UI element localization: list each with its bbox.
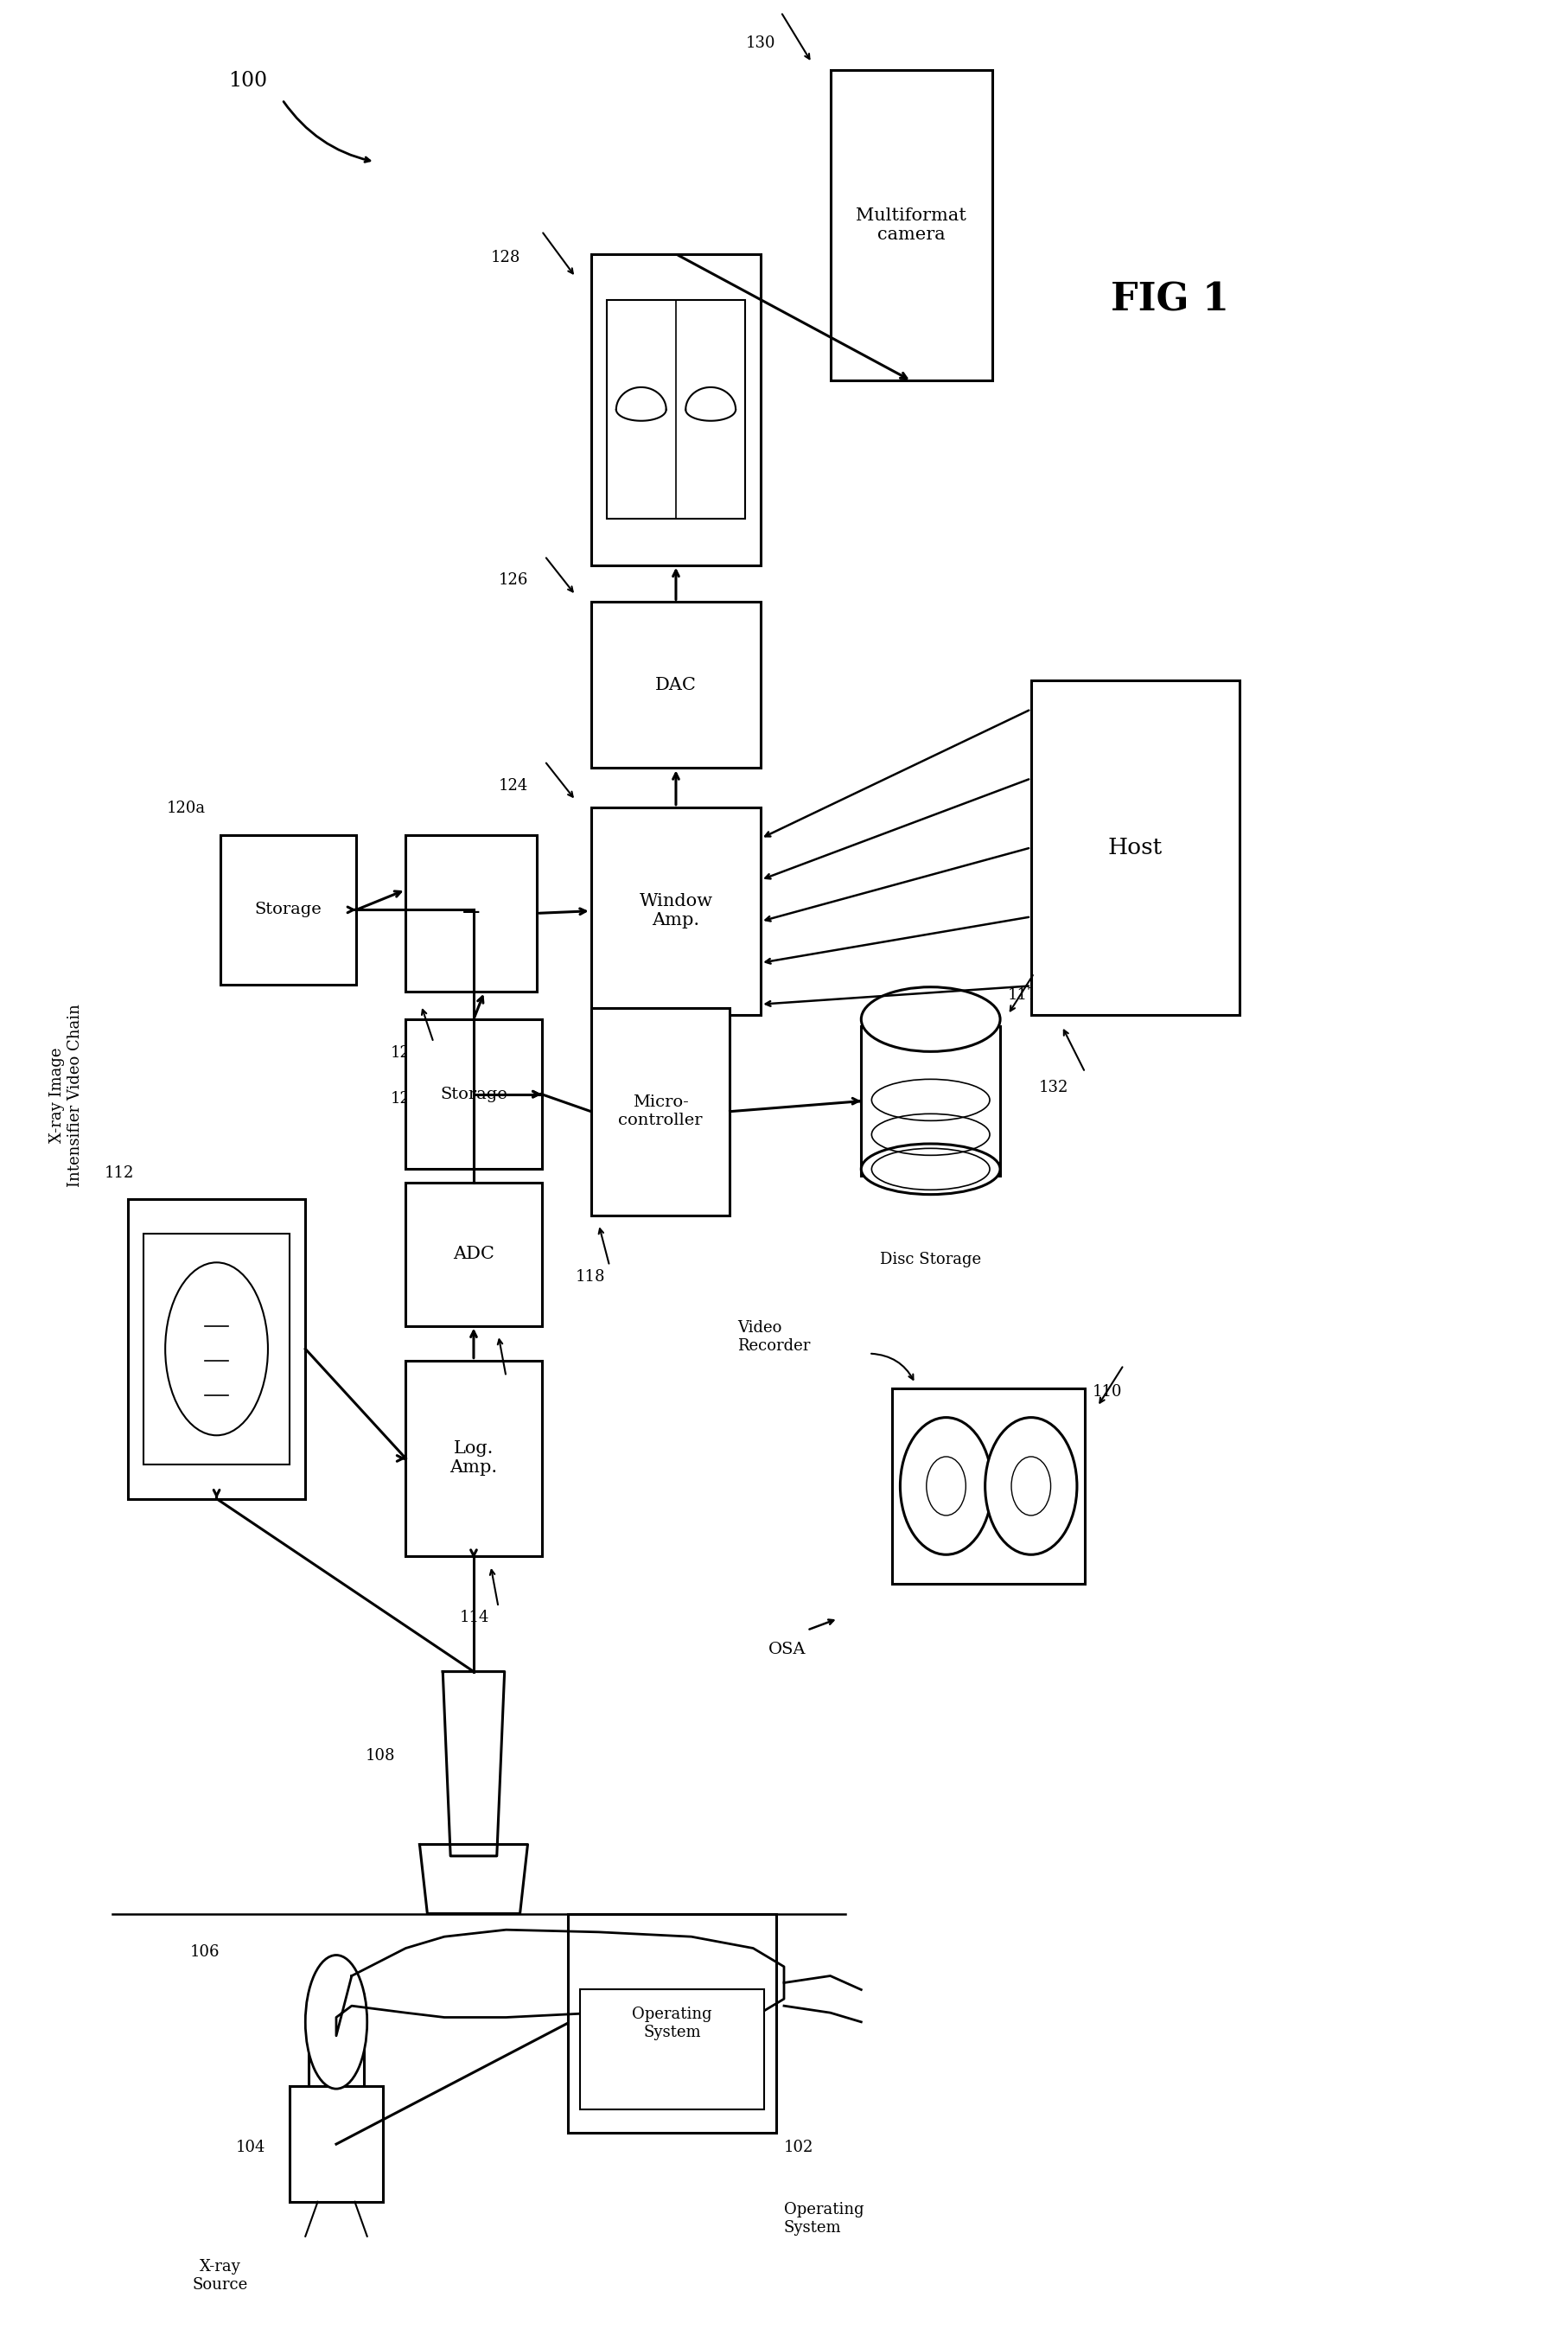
Text: Host: Host: [1109, 836, 1162, 859]
Text: 128: 128: [491, 249, 521, 266]
Bar: [406, 834, 536, 992]
Bar: [309, 1994, 364, 2087]
Bar: [580, 1989, 764, 2110]
Text: Disc Storage: Disc Storage: [880, 1253, 982, 1267]
Text: 122: 122: [390, 1046, 420, 1060]
Ellipse shape: [306, 1954, 367, 2089]
Text: Storage: Storage: [254, 901, 321, 918]
Text: 124: 124: [499, 778, 528, 794]
Text: −: −: [461, 901, 481, 925]
Bar: [129, 1199, 306, 1500]
Text: 108: 108: [365, 1749, 395, 1763]
Text: X-ray
Source: X-ray Source: [193, 2259, 248, 2294]
Text: 112: 112: [105, 1164, 135, 1181]
Text: 110: 110: [1093, 1383, 1123, 1400]
Text: 104: 104: [235, 2140, 265, 2157]
Polygon shape: [420, 1845, 528, 1914]
Text: Video
Recorder: Video Recorder: [737, 1321, 811, 1353]
Text: Operating
System: Operating System: [632, 2005, 712, 2040]
Bar: [591, 1008, 731, 1216]
Bar: [861, 1027, 1000, 1176]
Bar: [290, 2087, 383, 2201]
Text: 106: 106: [190, 1945, 220, 1959]
Text: 117: 117: [1008, 987, 1038, 1004]
Text: Window
Amp.: Window Amp.: [640, 894, 713, 929]
Text: 120b: 120b: [390, 1092, 430, 1106]
Circle shape: [927, 1456, 966, 1516]
Text: ADC: ADC: [453, 1246, 494, 1262]
Text: 114: 114: [459, 1609, 489, 1626]
Text: 102: 102: [784, 2140, 814, 2157]
Bar: [591, 808, 760, 1015]
Text: DAC: DAC: [655, 678, 696, 694]
Polygon shape: [442, 1672, 505, 1856]
Text: 116: 116: [475, 1379, 505, 1395]
Ellipse shape: [165, 1262, 268, 1435]
Text: 126: 126: [499, 573, 528, 589]
Bar: [568, 1914, 776, 2133]
Circle shape: [985, 1418, 1077, 1556]
Text: 118: 118: [575, 1269, 605, 1283]
Text: 100: 100: [229, 72, 267, 91]
Ellipse shape: [861, 987, 1000, 1053]
Circle shape: [900, 1418, 993, 1556]
Text: OSA: OSA: [768, 1642, 806, 1658]
Text: Log.
Amp.: Log. Amp.: [450, 1442, 497, 1477]
Bar: [406, 1360, 541, 1556]
Text: 120a: 120a: [166, 801, 205, 817]
Text: 132: 132: [1038, 1081, 1068, 1095]
Bar: [143, 1234, 290, 1465]
Text: Storage: Storage: [441, 1085, 508, 1102]
Bar: [406, 1183, 541, 1325]
Bar: [591, 603, 760, 769]
Bar: [831, 70, 993, 382]
Circle shape: [1011, 1456, 1051, 1516]
Text: Micro-
controller: Micro- controller: [618, 1095, 702, 1127]
Text: FIG 1: FIG 1: [1110, 282, 1229, 319]
Ellipse shape: [861, 1144, 1000, 1195]
Bar: [892, 1388, 1085, 1584]
Text: Multiformat
camera: Multiformat camera: [856, 207, 966, 242]
Bar: [607, 300, 745, 519]
Bar: [406, 1020, 541, 1169]
Text: Operating
System: Operating System: [784, 2201, 864, 2236]
Text: X-ray Image
Intensifier Video Chain: X-ray Image Intensifier Video Chain: [49, 1004, 83, 1188]
Bar: [591, 254, 760, 566]
Bar: [1032, 680, 1239, 1015]
Text: 130: 130: [745, 35, 775, 51]
Bar: [221, 834, 356, 985]
